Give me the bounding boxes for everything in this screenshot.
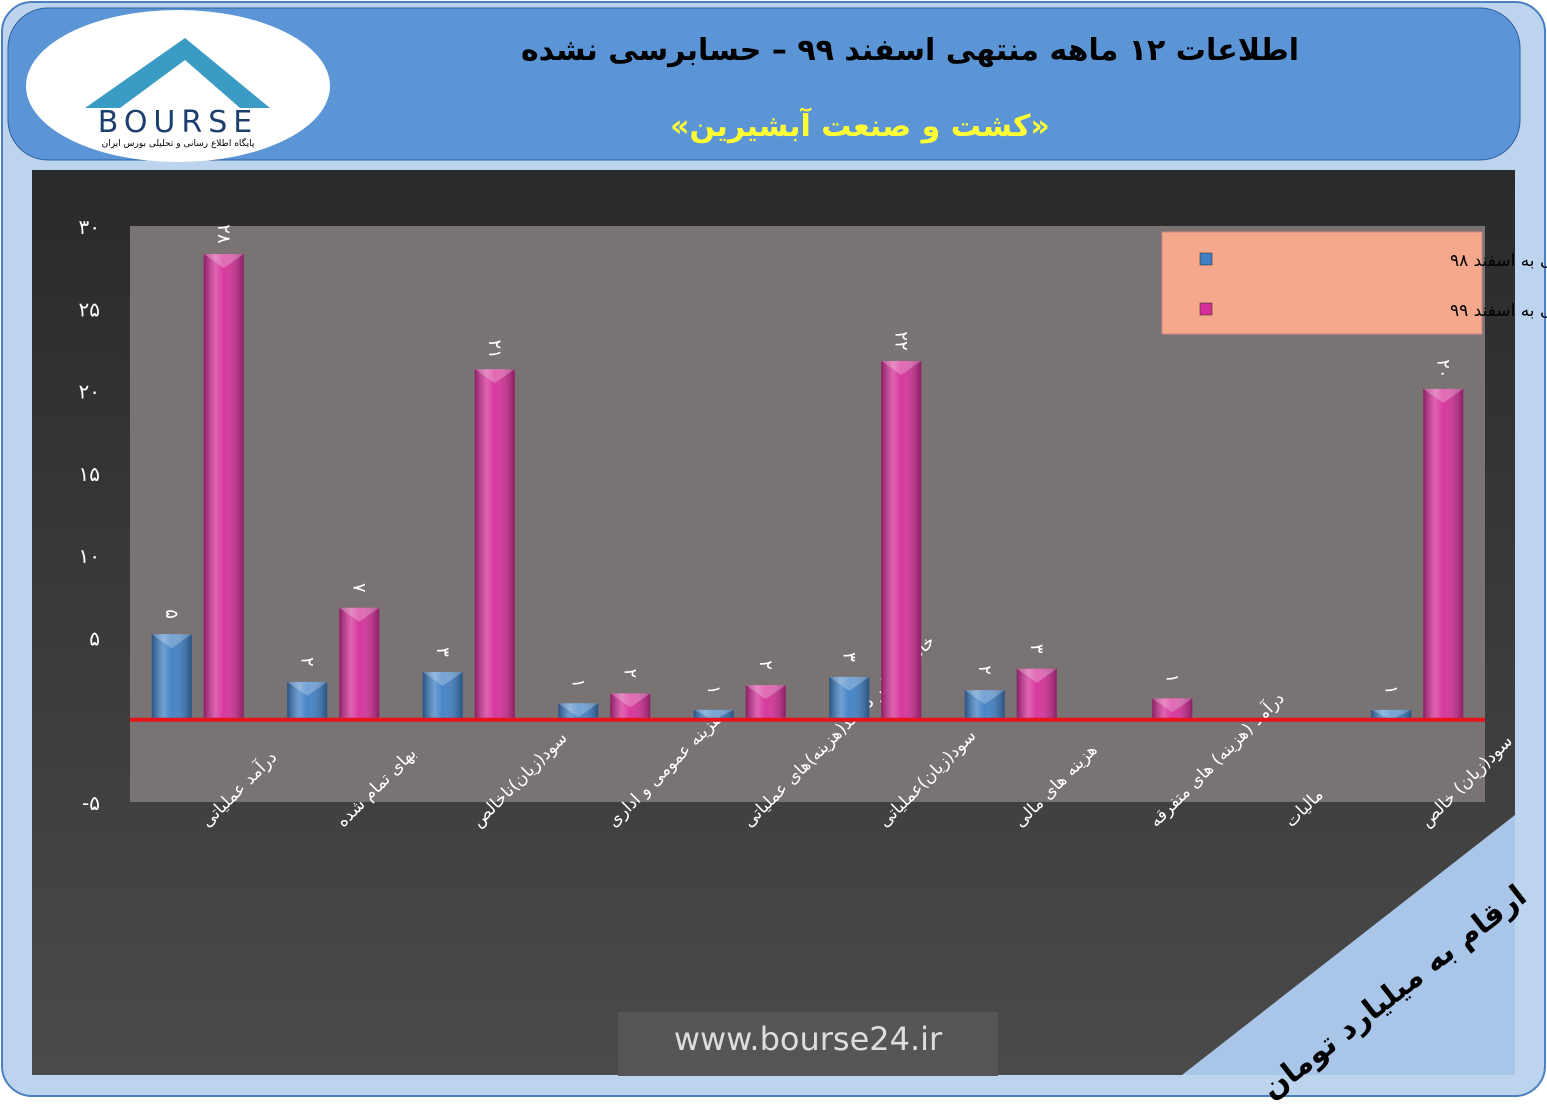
bar-bevel (1371, 709, 1412, 720)
bar-bevel (964, 690, 1005, 705)
bar-bevel (1423, 388, 1464, 403)
bar-shine (1423, 388, 1464, 720)
chart-title: اطلاعات ۱۲ ماهه منتهی اسفند ۹۹ – حسابرسی… (521, 33, 1299, 68)
value-label: ۳ (432, 647, 453, 657)
bar-shine (829, 676, 870, 720)
y-tick-label: ۳۰ (79, 215, 100, 239)
value-label: ۵ (161, 609, 182, 619)
value-label: ۳ (838, 652, 859, 662)
bar-shine (745, 685, 786, 720)
value-label: ۲ (619, 669, 640, 679)
bar-shine (287, 681, 328, 720)
bar-shine (339, 607, 380, 720)
value-label: ۱ (1380, 685, 1401, 695)
value-label: ۲۰ (1432, 359, 1453, 378)
value-label: ۱ (1161, 673, 1182, 683)
bar-shine (693, 709, 734, 720)
bar-shine (1016, 668, 1057, 720)
bar-shine (151, 634, 192, 720)
bar-bevel (558, 703, 599, 718)
bar-bevel (339, 607, 380, 622)
value-label: ۲ (755, 660, 776, 670)
bar-bevel (610, 693, 651, 708)
unit-corner (1182, 815, 1515, 1075)
value-label: ۲ (296, 657, 317, 667)
bar-shine (558, 703, 599, 720)
bar-shine (1371, 709, 1412, 720)
bar-bevel (881, 360, 922, 375)
bar-bevel (287, 681, 328, 696)
y-tick-label: -۵ (82, 791, 100, 815)
value-label: ۱ (567, 678, 588, 688)
website-box (618, 1012, 998, 1076)
value-label: ۲۱ (484, 340, 505, 359)
logo-tagline: پایگاه اطلاع رسانی و تحلیلی بورس ایران (102, 137, 255, 149)
legend-label: عملکرد منتهی به اسفند ۹۸ (1450, 251, 1547, 271)
bar-shine (203, 253, 244, 720)
header-band (7, 7, 1521, 161)
legend-box (1161, 231, 1483, 335)
logo-text: BOURSE (98, 105, 258, 140)
value-label: ۲۲ (890, 331, 911, 350)
value-label: ۷ (348, 583, 369, 593)
bar-shine (881, 360, 922, 720)
y-tick-label: ۲۵ (79, 297, 100, 321)
bar-bevel (474, 369, 515, 384)
legend-marker (1199, 302, 1213, 316)
logo: BOURSE پایگاه اطلاع رسانی و تحلیلی بورس … (26, 10, 330, 162)
y-tick-label: ۲۰ (79, 380, 100, 404)
bar-shine (964, 690, 1005, 720)
value-label: ۱ (703, 685, 724, 695)
y-tick-label: ۱۵ (79, 462, 100, 486)
website: www.bourse24.ir (674, 1020, 943, 1058)
value-label: ۲۸ (213, 224, 234, 244)
bar-shine (1152, 698, 1193, 720)
bar-bevel (1152, 698, 1193, 713)
bar-bevel (422, 671, 463, 686)
legend-label: عملکرد منتهی به اسفند ۹۹ (1450, 301, 1547, 321)
bar-bevel (151, 634, 192, 649)
bar-shine (610, 693, 651, 720)
bar-shine (422, 671, 463, 720)
value-label: ۲ (974, 665, 995, 675)
bar-bevel (693, 709, 734, 720)
bar-bevel (1016, 668, 1057, 683)
y-tick-label: ۱۰ (79, 544, 100, 568)
y-tick-label: ۵ (89, 626, 100, 650)
bar-bevel (203, 253, 244, 268)
bar-bevel (745, 685, 786, 700)
value-label: ۳ (1026, 644, 1047, 654)
bar-bevel (829, 676, 870, 691)
bar-shine (474, 369, 515, 720)
legend-marker (1199, 252, 1213, 266)
chart-subtitle: «کشت و صنعت آبشیرین» (670, 107, 1050, 144)
